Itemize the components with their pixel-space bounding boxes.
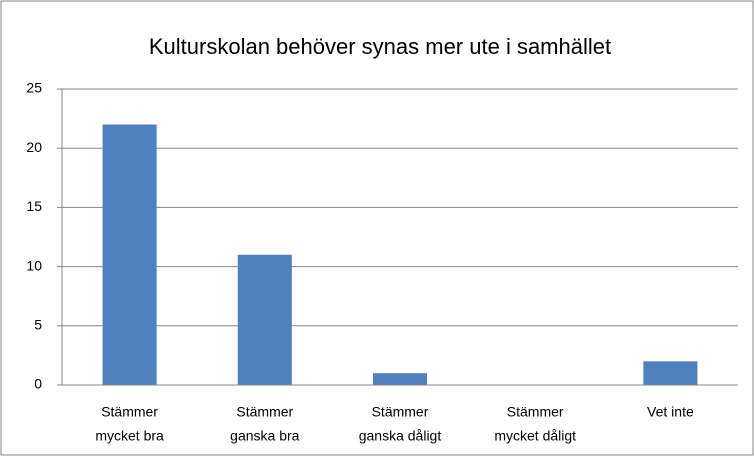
bar [102, 124, 157, 386]
x-tick-label: mycket dåligt [494, 428, 576, 444]
x-tick-label: Stämmer [507, 404, 564, 420]
y-tick-label: 10 [26, 257, 42, 273]
x-tick-label: mycket bra [95, 428, 164, 444]
x-tick-label: ganska bra [230, 428, 299, 444]
y-tick-label: 20 [26, 139, 42, 155]
y-tick-label: 5 [34, 317, 42, 333]
x-tick-label: Stämmer [101, 404, 158, 420]
x-tick-label: ganska dåligt [359, 428, 442, 444]
x-tick-label: Stämmer [236, 404, 293, 420]
y-tick-label: 15 [26, 198, 42, 214]
chart-title: Kulturskolan behöver synas mer ute i sam… [149, 34, 611, 59]
y-tick-label: 25 [26, 80, 42, 96]
y-tick-label: 0 [34, 376, 42, 392]
bar [643, 361, 698, 385]
x-tick-label: Stämmer [372, 404, 429, 420]
x-tick-label: Vet inte [647, 404, 694, 420]
bar [372, 373, 428, 385]
bar [237, 254, 292, 385]
